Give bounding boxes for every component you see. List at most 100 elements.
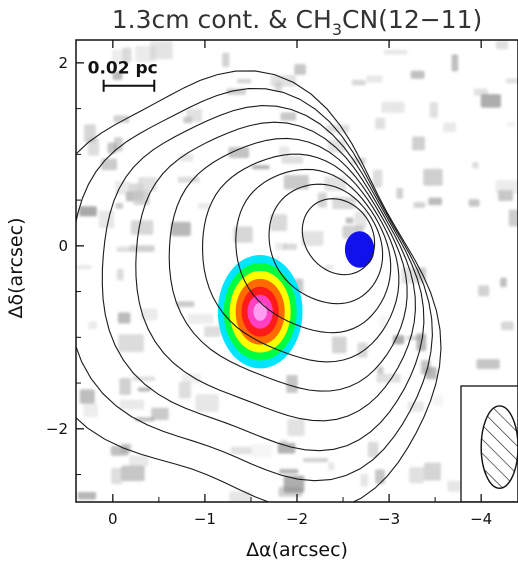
continuum-main-level	[253, 302, 267, 321]
noise-patch	[323, 265, 334, 270]
noise-patch	[118, 334, 144, 353]
noise-patch	[137, 177, 157, 192]
noise-patch	[360, 473, 369, 487]
noise-patch	[270, 214, 288, 231]
noise-patch	[287, 418, 305, 436]
y-tick-label: 2	[58, 54, 68, 72]
noise-patch	[301, 231, 324, 246]
noise-patch	[331, 336, 347, 354]
noise-patch	[121, 465, 145, 482]
noise-patch	[283, 174, 309, 190]
noise-patch	[495, 40, 509, 50]
noise-patch	[286, 374, 298, 393]
noise-patch	[281, 156, 304, 164]
noise-patch	[379, 314, 387, 330]
continuum-secondary	[344, 231, 375, 268]
chart-title: 1.3cm cont. & CH3CN(12−11)	[112, 5, 483, 39]
noise-patch	[176, 301, 195, 307]
noise-patch	[468, 199, 480, 207]
beam-box	[460, 385, 518, 502]
noise-patch	[505, 78, 518, 84]
noise-patch	[83, 403, 98, 418]
noise-patch	[187, 313, 214, 324]
noise-patch	[112, 71, 123, 80]
contour-line	[101, 105, 425, 452]
contour-line	[168, 137, 408, 392]
noise-patch	[140, 308, 158, 321]
noise-patch	[186, 108, 202, 122]
noise-patch	[228, 147, 250, 158]
noise-patch	[135, 417, 155, 422]
noise-patch	[115, 202, 124, 209]
contour-line	[76, 70, 442, 502]
noise-patch	[119, 399, 145, 410]
noise-patch	[151, 407, 169, 421]
noise-patch	[495, 180, 518, 194]
noise-patch	[116, 246, 131, 252]
noise-patch	[88, 321, 98, 330]
noise-patch	[116, 268, 124, 281]
noise-patch	[472, 162, 479, 169]
noise-patch	[229, 491, 252, 502]
noise-patch	[87, 138, 100, 156]
noise-patch	[473, 88, 488, 96]
noise-patch	[351, 79, 366, 86]
scale-bar-label: 0.02 pc	[88, 59, 158, 79]
noise-patch	[383, 49, 408, 55]
noise-patch	[392, 335, 405, 345]
noise-patch	[182, 373, 201, 384]
beam-ellipse	[480, 405, 518, 489]
noise-patch	[442, 122, 456, 133]
noise-patch	[327, 139, 346, 153]
contour-line	[135, 121, 416, 422]
noise-patch	[129, 245, 155, 252]
noise-patch	[409, 467, 425, 484]
noise-patch	[432, 394, 444, 406]
noise-patch	[178, 381, 192, 399]
y-axis-label: Δδ(arcsec)	[5, 218, 27, 319]
noise-patch	[294, 64, 306, 75]
noise-patch	[345, 217, 354, 224]
x-tick-label: 0	[108, 510, 118, 528]
noise-patch	[501, 321, 514, 331]
noise-patch	[451, 54, 459, 72]
noise-patch	[375, 117, 386, 130]
noise-patch	[283, 475, 305, 493]
noise-patch	[407, 401, 424, 412]
plot-area	[76, 40, 518, 502]
noise-patch	[230, 446, 252, 455]
x-tick-label: −1	[194, 510, 216, 528]
x-tick-label: −4	[470, 510, 492, 528]
noise-patch	[376, 373, 401, 383]
noise-patch	[79, 206, 97, 217]
noise-patch	[428, 197, 443, 206]
noise-patch	[278, 146, 290, 157]
noise-patch	[198, 202, 211, 210]
contour-line	[268, 183, 384, 305]
noise-patch	[381, 101, 405, 113]
noise-patch	[251, 165, 270, 170]
noise-patch	[283, 243, 297, 250]
axis-ticks: 0 −1 −2 −3 −4 2 0 −2	[46, 40, 492, 528]
noise-patch	[366, 75, 383, 83]
noise-patch	[171, 221, 191, 237]
noise-patch	[429, 101, 438, 118]
noise-patch	[130, 220, 154, 235]
noise-patch	[423, 462, 441, 481]
noise-patch	[117, 312, 131, 324]
noise-patch	[478, 285, 490, 297]
noise-patch	[129, 455, 149, 467]
noise-patch	[401, 267, 427, 284]
noise-patch	[107, 142, 117, 154]
noise-patch	[195, 394, 219, 412]
noise-patch	[76, 265, 92, 270]
noise-patch	[332, 197, 356, 210]
noise-patch	[279, 439, 288, 451]
noise-patch	[177, 176, 200, 183]
noise-patch	[324, 176, 347, 191]
noise-patch	[480, 94, 501, 108]
noise-patch	[270, 74, 297, 87]
contour-line	[76, 88, 433, 482]
contour-lines	[76, 70, 442, 502]
